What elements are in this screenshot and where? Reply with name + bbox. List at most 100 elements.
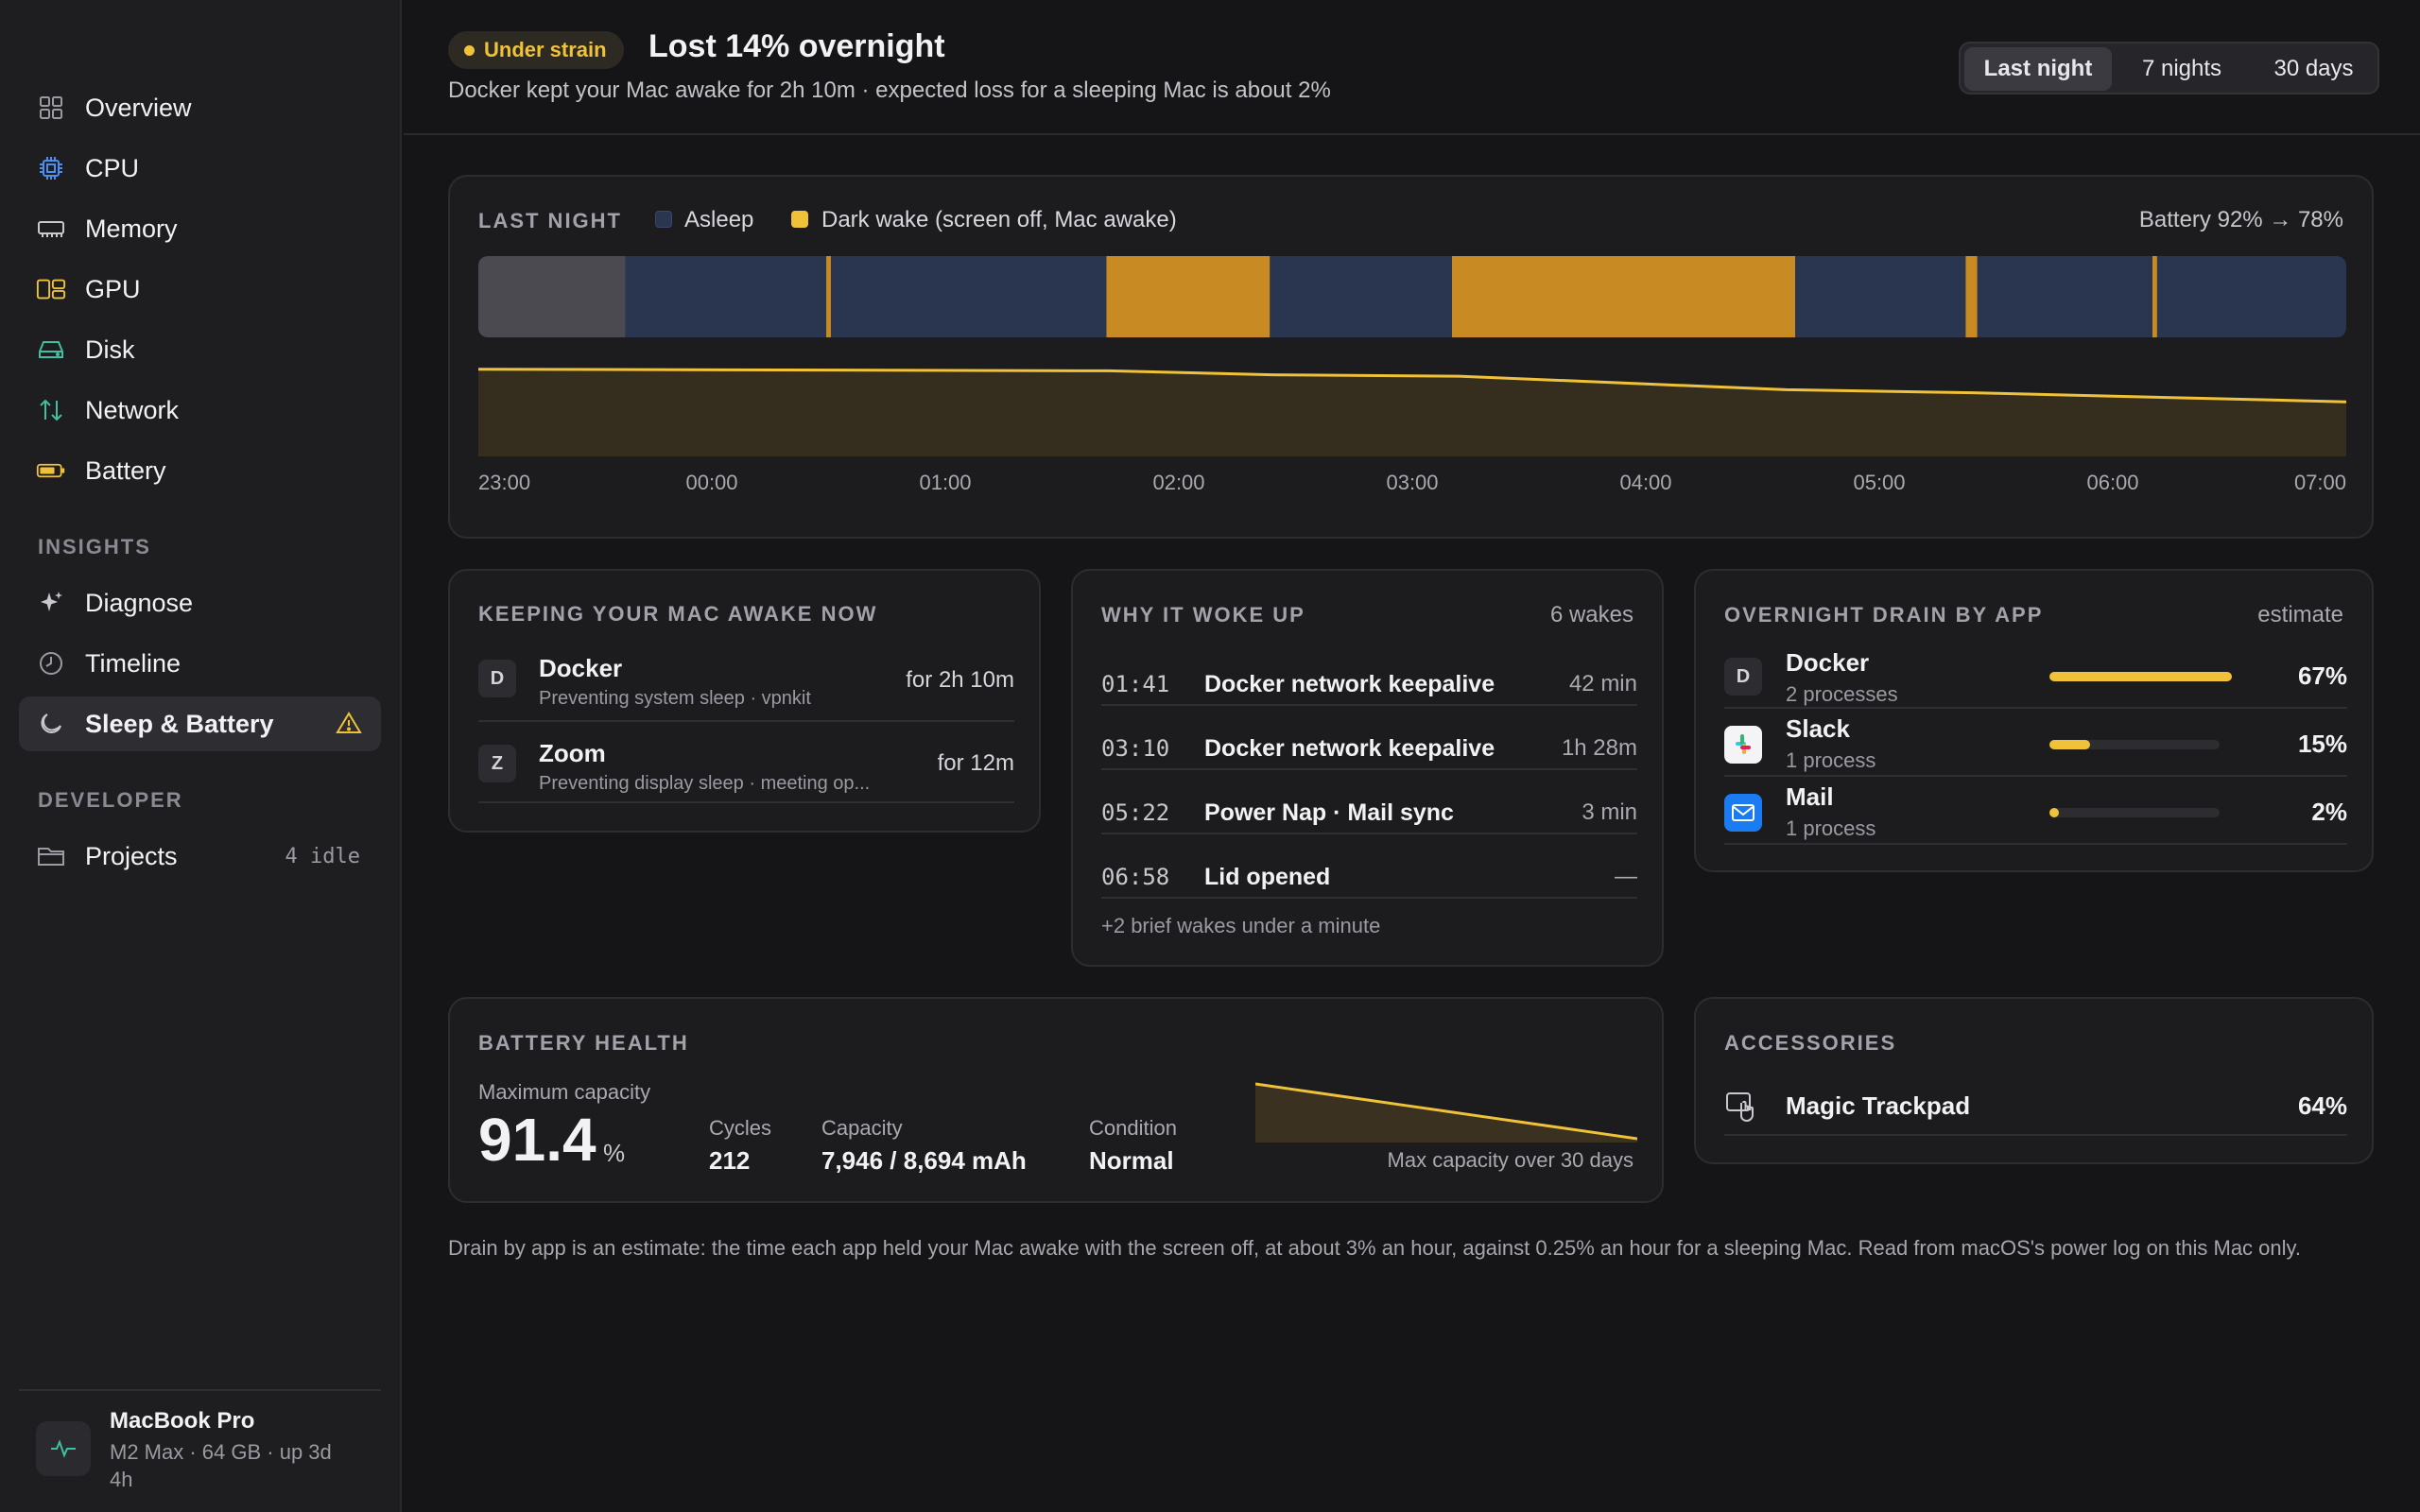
row-divider: [1101, 768, 1637, 770]
drain-estimate-note: estimate: [2257, 602, 2343, 627]
drain-app-name: Mail: [1786, 782, 1834, 811]
wake-row[interactable]: 06:58 Lid opened —: [1073, 847, 1666, 911]
drain-row-mail[interactable]: Mail 1 process 2%: [1696, 781, 2376, 849]
awake-app-detail: Preventing display sleep · meeting op...: [539, 773, 871, 794]
last-night-title: LAST NIGHT: [478, 209, 622, 232]
drain-app-processes: 1 process: [1786, 816, 1876, 840]
sparkle-icon: [36, 588, 66, 618]
drain-bar: [2049, 808, 2220, 817]
device-card[interactable]: MacBook Pro M2 Max · 64 GB · up 3d 4h: [19, 1399, 381, 1503]
sidebar-item-label: Overview: [85, 93, 192, 122]
legend-asleep-swatch: [655, 211, 672, 228]
timeline-tick-label: 01:00: [919, 471, 971, 494]
awake-app-name: Zoom: [539, 739, 606, 767]
battery-level-line: [478, 368, 2346, 404]
drain-bar-fill: [2049, 740, 2090, 749]
timeline-segment-dark: [1451, 256, 1796, 337]
wake-duration: —: [1615, 864, 1637, 889]
wake-row[interactable]: 01:41 Docker network keepalive 42 min: [1073, 654, 1666, 718]
row-divider: [1724, 775, 2347, 777]
sidebar-item-overview[interactable]: Overview: [19, 80, 381, 135]
capacity-value: 7,946 / 8,694 mAh: [821, 1146, 1027, 1175]
clock-icon: [36, 648, 66, 679]
range-30-days-button[interactable]: 30 days: [2273, 56, 2354, 81]
awake-app-duration: for 2h 10m: [906, 667, 1014, 693]
drain-percent: 2%: [2311, 798, 2347, 826]
awake-row-zoom[interactable]: Z Zoom Preventing display sleep · meetin…: [450, 730, 1043, 813]
drain-estimate-footnote: Drain by app is an estimate: the time ea…: [448, 1236, 2302, 1260]
wake-time: 06:58: [1101, 864, 1170, 890]
wake-reasons-card: WHY IT WOKE UP 6 wakes 01:41 Docker netw…: [1071, 569, 1664, 967]
row-divider: [1724, 707, 2347, 709]
awake-app-detail: Preventing system sleep · vpnkit: [539, 688, 811, 709]
row-divider: [478, 801, 1014, 803]
accessory-row-magic-trackpad[interactable]: Magic Trackpad 64%: [1696, 1080, 2376, 1137]
drain-row-docker[interactable]: D Docker 2 processes 67%: [1696, 644, 2376, 713]
range-last-night-button[interactable]: Last night: [1964, 47, 2112, 91]
sidebar-item-gpu[interactable]: GPU: [19, 262, 381, 317]
docker-icon: D: [478, 660, 516, 697]
row-divider: [478, 720, 1014, 722]
sparkline-caption: Max capacity over 30 days: [1387, 1148, 1634, 1172]
accessory-name: Magic Trackpad: [1786, 1091, 1971, 1120]
wake-row[interactable]: 05:22 Power Nap · Mail sync 3 min: [1073, 782, 1666, 847]
page-subtitle: Docker kept your Mac awake for 2h 10m · …: [448, 77, 1331, 103]
legend-asleep-label: Asleep: [684, 207, 754, 232]
sidebar-item-projects[interactable]: Projects 4 idle: [19, 829, 381, 884]
wake-reason: Lid opened: [1204, 864, 1331, 890]
timeline-tick-label: 03:00: [1386, 471, 1438, 494]
sidebar: Overview CPU Memory GPU Disk Network B: [0, 0, 402, 1512]
page-header: Under strain Lost 14% overnight Docker k…: [404, 0, 2420, 135]
sidebar-item-sleep-battery[interactable]: Sleep & Battery: [19, 696, 381, 751]
sparkline-line: [1255, 1082, 1637, 1141]
awake-row-docker[interactable]: D Docker Preventing system sleep · vpnki…: [450, 646, 1043, 730]
wake-duration: 1h 28m: [1561, 735, 1637, 761]
condition-value: Normal: [1089, 1146, 1174, 1175]
warning-icon: [336, 711, 362, 740]
timeline-tick-label: 06:00: [2086, 471, 2138, 494]
page-title: Lost 14% overnight: [648, 28, 945, 64]
drain-app-processes: 2 processes: [1786, 682, 1898, 706]
timeline-tick-label: 05:00: [1853, 471, 1905, 494]
timeline-segment-asleep: [830, 256, 1107, 337]
device-details: M2 Max · 64 GB · up 3d 4h: [110, 1440, 332, 1491]
legend-dark-wake-label: Dark wake (screen off, Mac awake): [821, 207, 1177, 232]
status-badge-label: Under strain: [484, 38, 607, 61]
battery-range: Battery 92% → 78%: [2138, 207, 2343, 232]
drain-app-name: Slack: [1786, 714, 1850, 743]
sidebar-item-disk[interactable]: Disk: [19, 322, 381, 377]
sidebar-item-battery[interactable]: Battery: [19, 443, 381, 498]
wake-row[interactable]: 03:10 Docker network keepalive 1h 28m: [1073, 718, 1666, 782]
device-name: MacBook Pro: [110, 1408, 255, 1434]
keeping-awake-card: KEEPING YOUR MAC AWAKE NOW D Docker Prev…: [448, 569, 1041, 833]
drain-bar-fill: [2049, 808, 2059, 817]
wake-duration: 3 min: [1582, 799, 1637, 825]
row-divider: [1101, 897, 1637, 899]
sidebar-item-label: Projects: [85, 841, 178, 870]
row-divider: [1101, 833, 1637, 834]
folder-icon: [36, 841, 66, 871]
drain-row-slack[interactable]: Slack 1 process 15%: [1696, 713, 2376, 781]
sidebar-item-timeline[interactable]: Timeline: [19, 636, 381, 691]
sidebar-item-memory[interactable]: Memory: [19, 201, 381, 256]
drain-by-app-card: OVERNIGHT DRAIN BY APP estimate D Docker…: [1694, 569, 2374, 872]
drain-percent: 67%: [2297, 662, 2347, 690]
timeline-segment-asleep: [2156, 256, 2346, 337]
timeline-segment-asleep: [1795, 256, 1966, 337]
sidebar-item-cpu[interactable]: CPU: [19, 141, 381, 196]
sidebar-item-network[interactable]: Network: [19, 383, 381, 438]
wake-time: 03:10: [1101, 735, 1170, 762]
last-night-card: LAST NIGHT Asleep Dark wake (screen off,…: [448, 175, 2374, 539]
timeline-segment-asleep: [625, 256, 827, 337]
timeline-segment-dark: [826, 256, 831, 337]
sidebar-section-developer: DEVELOPER: [38, 788, 183, 812]
row-divider: [1724, 843, 2347, 845]
row-divider: [1101, 704, 1637, 706]
timeline-tick-label: 07:00: [2294, 471, 2346, 494]
battery-health-title: BATTERY HEALTH: [478, 1031, 689, 1055]
sidebar-item-diagnose[interactable]: Diagnose: [19, 576, 381, 630]
timeline-segment-asleep: [1977, 256, 2152, 337]
wake-count: 6 wakes: [1549, 602, 1634, 627]
sidebar-section-insights: INSIGHTS: [38, 535, 151, 558]
range-7-nights-button[interactable]: 7 nights: [2141, 56, 2222, 81]
